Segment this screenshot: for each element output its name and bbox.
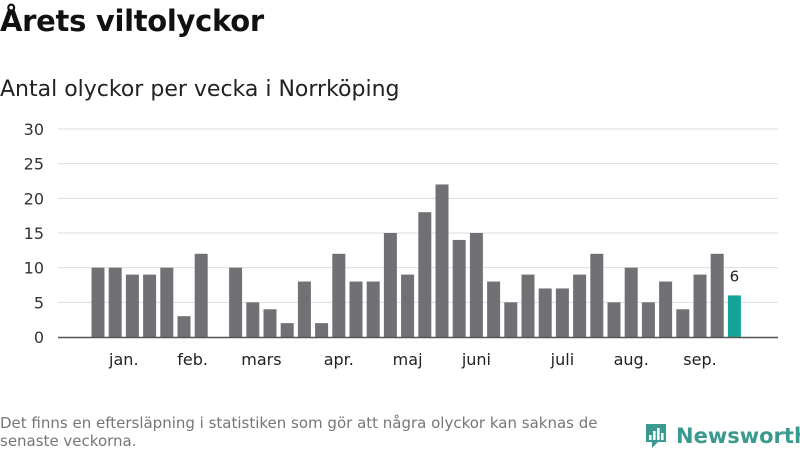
x-tick-label: sep.: [683, 350, 716, 369]
x-axis-month-labels: jan. feb. mars apr. maj juni juli aug. sep.: [108, 350, 717, 369]
bar-chart-logo-icon: [646, 424, 666, 448]
bar: [194, 253, 208, 337]
y-tick-label: 5: [34, 293, 44, 312]
chart-subtitle: Antal olyckor per vecka i Norrköping: [0, 77, 400, 102]
bar: [315, 323, 329, 337]
bar: [452, 239, 466, 337]
y-tick-label: 20: [24, 189, 44, 208]
x-tick-label: juli: [550, 350, 574, 369]
bar: [366, 281, 380, 337]
bar: [349, 281, 363, 337]
x-tick-label: apr.: [324, 350, 354, 369]
bar: [125, 274, 139, 337]
x-tick-label: maj: [393, 350, 423, 369]
bar: [435, 184, 449, 337]
bar: [487, 281, 501, 337]
bar: [521, 274, 535, 337]
gridlines: [58, 128, 778, 303]
brand-logo[interactable]: Newsworthy: [644, 421, 800, 451]
footnote: Det finns en eftersläpning i statistiken…: [0, 414, 598, 450]
bar: [555, 288, 569, 337]
bar: [332, 253, 346, 337]
bar: [108, 267, 122, 337]
bar: [246, 302, 260, 337]
bar: [573, 274, 587, 337]
x-tick-label: mars: [241, 350, 281, 369]
bar: [641, 302, 655, 337]
bar: [659, 281, 673, 337]
bar: [401, 274, 415, 337]
bar-chart: 0 5 10 15 20 25 30 jan. feb. mars apr. maj juni juli…: [24, 120, 778, 369]
y-axis-ticks: 0 5 10 15 20 25 30: [24, 120, 44, 347]
bar: [676, 309, 690, 337]
y-tick-label: 30: [24, 120, 44, 139]
bars: [91, 184, 741, 337]
y-tick-label: 15: [24, 224, 44, 243]
bar: [177, 316, 191, 337]
bar: [383, 233, 397, 337]
chart-title: Årets viltolyckor: [0, 4, 264, 38]
bar: [469, 233, 483, 337]
x-tick-label: juni: [461, 350, 491, 369]
x-tick-label: feb.: [177, 350, 208, 369]
last-value-label: 6: [730, 267, 740, 285]
bar-latest-week: [727, 295, 741, 337]
bar: [607, 302, 621, 337]
brand-name: Newsworthy: [676, 424, 800, 448]
bar: [263, 309, 277, 337]
y-tick-label: 0: [34, 328, 44, 347]
bar: [229, 267, 243, 337]
bar: [710, 253, 724, 337]
bar: [538, 288, 552, 337]
bar: [504, 302, 518, 337]
y-tick-label: 10: [24, 259, 44, 278]
bar: [91, 267, 105, 337]
bar: [624, 267, 638, 337]
x-tick-label: aug.: [614, 350, 649, 369]
bar: [280, 323, 294, 337]
bar: [160, 267, 174, 337]
bar: [693, 274, 707, 337]
bar: [143, 274, 157, 337]
x-tick-label: jan.: [108, 350, 138, 369]
bar: [590, 253, 604, 337]
bar: [418, 212, 432, 337]
bar: [297, 281, 311, 337]
y-tick-label: 25: [24, 155, 44, 174]
